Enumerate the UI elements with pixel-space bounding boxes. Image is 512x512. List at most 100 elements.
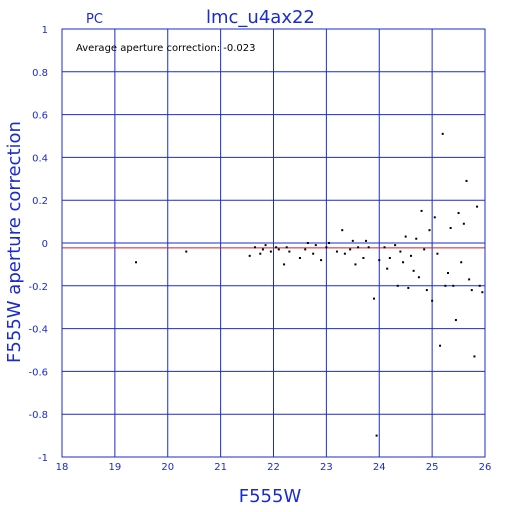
y-tick-labels: -1 -0.8 -0.6 -0.4 -0.2 0 0.2 0.4 0.6 0.8 1: [28, 25, 48, 464]
data-point: [341, 229, 344, 232]
data-point: [349, 248, 352, 251]
data-point: [417, 276, 420, 279]
data-point: [298, 256, 301, 259]
data-point: [399, 250, 402, 253]
y-tick-label: 1: [42, 25, 48, 36]
data-point: [465, 179, 468, 182]
data-point: [306, 242, 309, 244]
data-point: [433, 216, 436, 219]
data-point: [362, 256, 365, 259]
data-point: [449, 227, 452, 230]
data-point: [320, 259, 323, 262]
data-point: [473, 355, 476, 358]
data-point: [460, 261, 463, 264]
data-point: [425, 289, 428, 292]
x-tick-label: 18: [56, 462, 69, 473]
data-point: [481, 291, 484, 294]
data-point: [253, 246, 256, 249]
data-point: [454, 319, 457, 322]
data-point: [283, 263, 286, 266]
reference-lines: [62, 242, 485, 249]
y-axis-label: F555W aperture correction: [4, 121, 25, 363]
data-point: [264, 244, 267, 247]
data-point: [378, 259, 381, 262]
x-tick-label: 24: [373, 462, 386, 473]
data-point: [269, 250, 272, 253]
data-point: [462, 222, 465, 225]
data-point: [351, 239, 354, 242]
y-tick-label: 0.4: [32, 153, 48, 164]
x-tick-label: 22: [267, 462, 280, 473]
data-point: [407, 286, 410, 289]
y-tick-label: -0.2: [28, 282, 48, 293]
data-point: [396, 284, 399, 287]
chart-title: lmc_u4ax22: [206, 7, 315, 28]
data-point: [304, 248, 307, 251]
chart-annotation: Average aperture correction: -0.023: [76, 43, 256, 54]
y-tick-label: -0.8: [28, 410, 48, 421]
data-point: [261, 248, 264, 251]
y-tick-label: -0.4: [28, 325, 48, 336]
data-point: [415, 237, 418, 240]
data-point: [457, 212, 460, 215]
data-point: [436, 252, 439, 255]
data-point: [135, 261, 138, 264]
data-point: [383, 246, 386, 249]
data-point: [357, 246, 360, 249]
y-tick-label: 0.6: [32, 111, 48, 122]
data-point: [444, 284, 447, 287]
x-tick-label: 19: [109, 462, 122, 473]
data-point: [420, 209, 423, 212]
data-point: [452, 284, 455, 287]
data-points: [135, 132, 484, 437]
data-point: [275, 246, 278, 249]
data-point: [441, 132, 444, 135]
data-point: [248, 254, 251, 257]
x-tick-label: 26: [479, 462, 492, 473]
data-point: [365, 239, 368, 242]
data-point: [468, 278, 471, 281]
y-tick-label: 0: [42, 239, 48, 250]
data-point: [423, 248, 426, 251]
x-tick-labels: 18 19 20 21 22 23 24 25 26: [56, 462, 492, 473]
data-point: [402, 261, 405, 264]
x-tick-label: 23: [320, 462, 333, 473]
grid: [61, 28, 486, 458]
data-point: [394, 244, 397, 247]
x-tick-label: 20: [161, 462, 174, 473]
data-point: [314, 244, 317, 247]
data-point: [288, 250, 291, 253]
data-point: [404, 235, 407, 238]
data-point: [312, 252, 315, 255]
data-point: [328, 242, 331, 244]
data-point: [325, 246, 328, 249]
data-point: [335, 250, 338, 253]
x-axis-label: F555W: [239, 486, 302, 507]
data-point: [409, 254, 412, 257]
y-tick-label: 0.2: [32, 196, 48, 207]
data-point: [259, 252, 262, 255]
data-point: [367, 246, 370, 249]
data-point: [343, 252, 346, 255]
chart-tag: PC: [86, 12, 103, 27]
y-tick-label: 0.8: [32, 68, 48, 79]
data-point: [478, 284, 481, 287]
y-tick-label: -0.6: [28, 367, 48, 378]
data-point: [428, 229, 431, 232]
data-point: [185, 250, 188, 253]
data-point: [388, 256, 391, 259]
x-tick-label: 21: [214, 462, 227, 473]
data-point: [354, 263, 357, 266]
data-point: [431, 299, 434, 302]
data-point: [386, 267, 389, 270]
data-point: [470, 289, 473, 292]
y-tick-label: -1: [38, 453, 48, 464]
data-point: [412, 269, 415, 272]
data-point: [476, 205, 479, 208]
data-point: [285, 246, 288, 249]
data-point: [439, 344, 442, 347]
plot-frame: [61, 28, 486, 458]
x-tick-label: 25: [426, 462, 439, 473]
